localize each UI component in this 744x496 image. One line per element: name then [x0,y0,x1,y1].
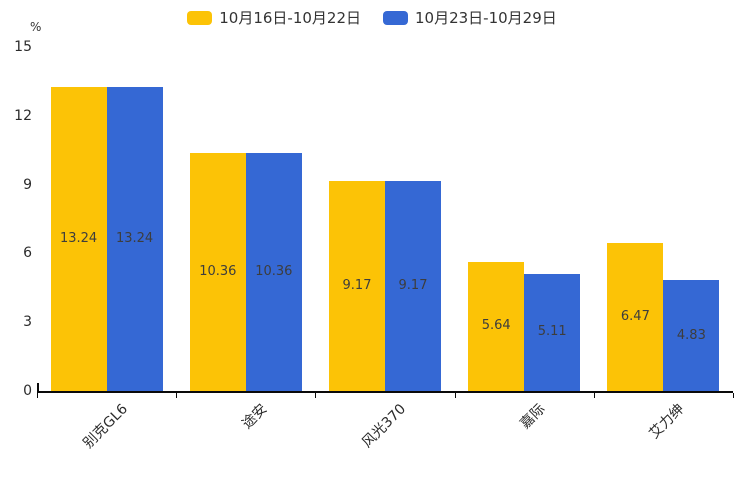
bar-series1 [50,87,107,391]
bar-value-label: 9.17 [342,277,372,293]
y-tick-label: 0 [23,383,32,399]
x-axis-line [37,391,733,393]
x-category-label: 风光370 [359,401,410,452]
x-category-label: 艾力绅 [646,401,688,443]
y-tick-label: 15 [14,39,32,55]
bar-series2 [524,273,581,391]
legend-swatch-icon [187,10,213,25]
bar-series1 [189,153,246,391]
legend-item[interactable]: 10月16日-10月22日 [187,7,361,28]
x-tick-mark [454,393,456,398]
y-tick-label: 9 [23,176,32,193]
x-category-label: 途安 [239,401,271,433]
legend-label: 10月23日-10月29日 [415,9,557,27]
bar-value-label: 9.17 [398,277,428,293]
legend-item[interactable]: 10月23日-10月29日 [383,7,557,28]
bar-value-label: 10.36 [255,264,293,280]
bar-series1 [607,242,664,391]
bar-series2 [663,280,720,391]
x-tick-mark [315,393,317,398]
bar-value-label: 13.24 [115,231,154,247]
legend-label: 10月16日-10月22日 [219,9,361,27]
bar-series2 [106,87,163,391]
bar-series1 [329,180,385,391]
x-category-label: 嘉际 [517,401,549,433]
bar-series1 [468,261,525,391]
y-tick-label: 3 [23,314,32,331]
x-tick-mark [37,393,38,398]
legend: 10月16日-10月22日 10月23日-10月29日 [0,7,744,28]
x-tick-mark [733,393,734,398]
x-tick-mark [176,393,178,398]
bar-value-label: 5.64 [481,318,511,334]
bar-value-label: 5.11 [537,324,567,340]
bar-series2 [245,153,302,391]
bar-value-label: 6.47 [620,308,650,324]
bar-value-label: 4.83 [676,327,706,343]
bar-series2 [385,180,441,391]
y-axis-unit-label: % [30,20,42,34]
bar-value-label: 10.36 [199,264,237,280]
y-tick-label: 6 [23,245,32,262]
y-tick-label: 12 [14,107,32,124]
legend-swatch-icon [383,10,408,25]
bar-value-label: 13.24 [59,231,98,247]
x-tick-mark [593,393,595,398]
x-category-label: 别克GL6 [80,401,132,452]
y-axis-line [37,383,39,391]
